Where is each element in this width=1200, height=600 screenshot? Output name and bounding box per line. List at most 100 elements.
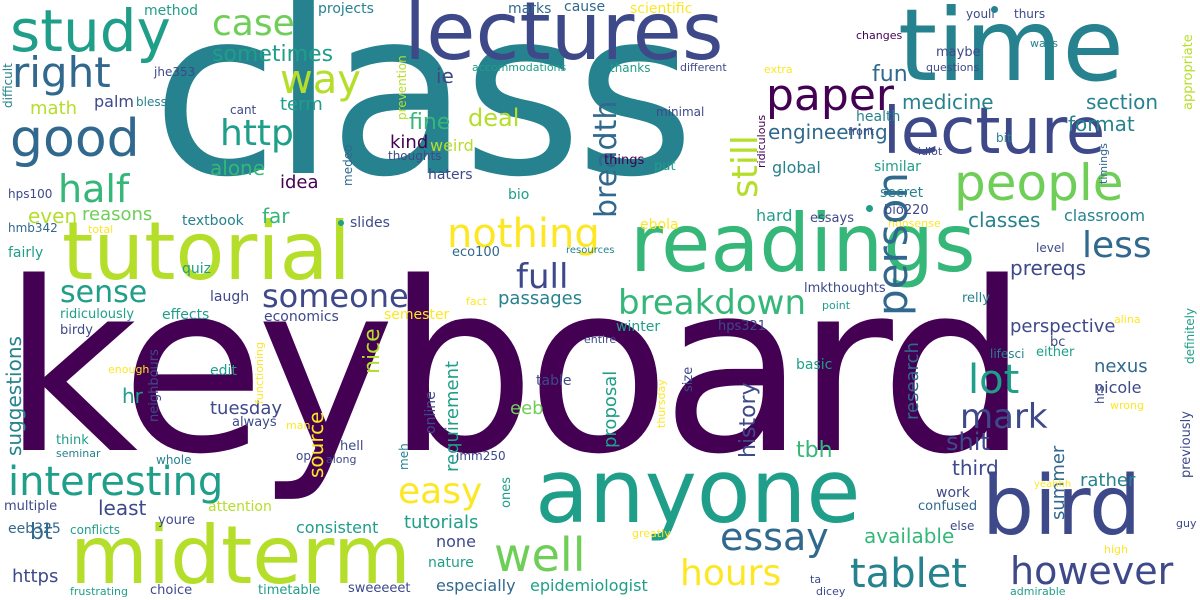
word-bio220: bio220 bbox=[884, 203, 929, 218]
word-ebola: ebola bbox=[640, 217, 679, 233]
word-section: section bbox=[1086, 90, 1159, 114]
word-kind: kind bbox=[390, 132, 429, 153]
word-marks: marks bbox=[508, 1, 552, 17]
word-imm250: imm250 bbox=[456, 449, 506, 463]
word-timings: timings bbox=[1097, 143, 1110, 184]
word-nothing: nothing bbox=[447, 211, 600, 257]
word-less: less bbox=[1082, 225, 1152, 266]
word-wrong: wrong bbox=[1110, 399, 1144, 412]
word-prereqs: prereqs bbox=[1010, 256, 1086, 280]
word-difficult: difficult bbox=[1, 63, 15, 108]
word-health: health bbox=[856, 109, 901, 125]
word-deal: deal bbox=[468, 104, 520, 132]
word-research: research bbox=[902, 342, 923, 420]
word-full: full bbox=[516, 257, 569, 297]
word-edit: edit bbox=[210, 363, 237, 379]
word-far: far bbox=[262, 204, 290, 228]
word-lifesci: lifesci bbox=[990, 347, 1025, 361]
word-midterm: midterm bbox=[70, 509, 411, 600]
word-table: table bbox=[536, 373, 572, 389]
word-textbook: textbook bbox=[182, 213, 244, 229]
word-tuesday: tuesday bbox=[210, 398, 283, 419]
word-put: put bbox=[654, 159, 676, 174]
word-especially: especially bbox=[436, 576, 516, 595]
word-hard: hard bbox=[756, 206, 793, 225]
word-available: available bbox=[864, 524, 955, 548]
word-high: high bbox=[1104, 543, 1128, 556]
word-engineering: engineering bbox=[768, 120, 888, 144]
word-appropriate: appropriate bbox=[1181, 34, 1196, 110]
word-online: online bbox=[423, 391, 439, 434]
word-suggestions: suggestions bbox=[2, 336, 26, 456]
word-jhe353: jhe353 bbox=[154, 65, 196, 79]
word-lectures: lectures bbox=[404, 0, 724, 78]
dot-mark bbox=[866, 205, 873, 212]
word-point: point bbox=[822, 299, 851, 312]
word-thursday: thursday bbox=[655, 379, 668, 428]
word-proposal: proposal bbox=[600, 370, 621, 448]
word-multiple: multiple bbox=[4, 499, 58, 514]
word-hours: hours bbox=[680, 553, 782, 594]
word-ie: ie bbox=[436, 64, 454, 88]
word-economics: economics bbox=[264, 309, 339, 325]
word-thanks: thanks bbox=[610, 61, 651, 75]
word-term: term bbox=[280, 94, 323, 115]
word-enough: enough bbox=[108, 363, 150, 376]
word-fairly: fairly bbox=[8, 245, 44, 261]
word-either: either bbox=[1036, 345, 1075, 360]
word-size: size bbox=[681, 366, 696, 392]
word-hr: hr bbox=[122, 384, 143, 408]
word-medicine: medicine bbox=[902, 90, 994, 114]
word-think: think bbox=[56, 433, 89, 448]
word-study: study bbox=[10, 0, 171, 65]
word-extra: extra bbox=[764, 63, 793, 76]
word-admirable: admirable bbox=[1010, 585, 1066, 598]
word-none: none bbox=[436, 532, 476, 551]
word-people: people bbox=[954, 154, 1124, 212]
word-anyone: anyone bbox=[535, 440, 861, 543]
word-hps100: hps100 bbox=[8, 187, 53, 201]
word-always: always bbox=[232, 415, 277, 430]
word-level: level bbox=[1036, 241, 1065, 255]
word-bless: bless bbox=[136, 95, 167, 109]
word-classes: classes bbox=[968, 208, 1041, 232]
word-hps321: hps321 bbox=[718, 319, 767, 334]
word-seminar: seminar bbox=[56, 447, 101, 460]
word-breakdown: breakdown bbox=[618, 283, 806, 323]
word-different: different bbox=[680, 61, 727, 74]
word-sometimes: sometimes bbox=[212, 42, 334, 67]
word-guy: guy bbox=[1176, 517, 1197, 530]
word-bt: bt bbox=[30, 520, 53, 545]
word-dicey: dicey bbox=[816, 585, 846, 598]
word-format: format bbox=[1068, 112, 1135, 136]
word-tbh: tbh bbox=[796, 438, 833, 463]
word-keyboard: keyboard bbox=[2, 233, 1029, 506]
word-basic: basic bbox=[796, 357, 833, 373]
word-medeo: medeo bbox=[341, 144, 355, 186]
dot-mark bbox=[338, 220, 344, 226]
word-confused: confused bbox=[918, 499, 978, 514]
word-yeahhh: yeahhh bbox=[1034, 479, 1072, 490]
word-history: history bbox=[736, 382, 761, 458]
word-else: else bbox=[950, 519, 975, 533]
word-however: however bbox=[1010, 549, 1174, 593]
word-alina: alina bbox=[1114, 313, 1141, 326]
word-whole: whole bbox=[156, 453, 192, 467]
word-interesting: interesting bbox=[8, 459, 224, 505]
word-readings: readings bbox=[630, 197, 976, 290]
word-method: method bbox=[144, 3, 199, 19]
word-hmb342: hmb342 bbox=[8, 221, 58, 235]
word-similar: similar bbox=[874, 159, 921, 175]
word-global: global bbox=[772, 158, 821, 177]
word-semester: semester bbox=[384, 307, 450, 323]
word-well: well bbox=[494, 528, 586, 582]
word-weird: weird bbox=[430, 136, 474, 155]
word-tutorials: tutorials bbox=[404, 512, 479, 533]
word-nature: nature bbox=[428, 555, 474, 571]
word-changes: changes bbox=[856, 29, 903, 42]
word-entire: entire bbox=[584, 333, 617, 346]
word-youll: youll bbox=[966, 7, 995, 21]
word-op: op bbox=[296, 449, 311, 463]
word-definitely: definitely bbox=[1183, 307, 1197, 364]
word-total: total bbox=[88, 223, 114, 236]
